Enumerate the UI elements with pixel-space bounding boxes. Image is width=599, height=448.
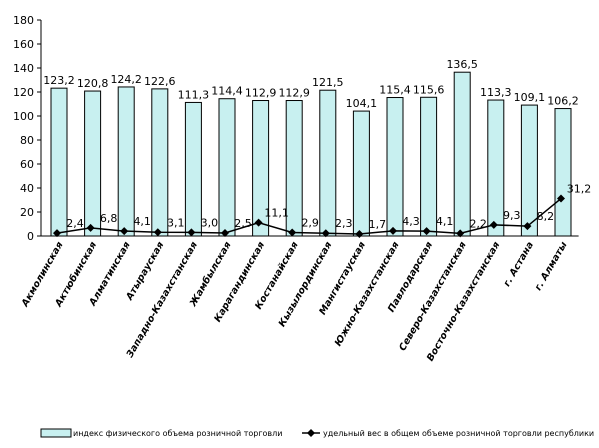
- bar-value-label: 115,4: [379, 84, 411, 97]
- bar-value-label: 123,2: [43, 74, 75, 87]
- x-category-label: Восточно-Казахстанская: [425, 240, 502, 363]
- line-marker: [321, 229, 330, 238]
- bar-value-label: 121,5: [312, 76, 344, 89]
- line-value-label: 1,7: [369, 218, 387, 231]
- line-marker: [53, 229, 61, 238]
- line-marker: [389, 226, 397, 235]
- bar-value-label: 136,5: [446, 58, 478, 71]
- bar-value-label: 120,8: [77, 77, 109, 90]
- line-marker: [187, 228, 196, 237]
- legend-line-marker: [307, 429, 315, 437]
- line-marker: [456, 229, 465, 238]
- line-data-labels: 2,4 6,8 4,1 3,1 3,0 2,5 11,1 2,9 2,3 1,7 4,3 4,1 2,2…: [66, 183, 591, 231]
- bar: [218, 98, 236, 237]
- line-value-label: 6,8: [100, 212, 118, 225]
- bar-value-label: 122,6: [144, 75, 176, 88]
- bar-value-label: 111,3: [178, 88, 210, 101]
- line-marker: [422, 227, 431, 236]
- y-tick-label: 100: [13, 110, 34, 123]
- y-tick-label: 40: [20, 182, 34, 195]
- line-marker: [288, 228, 297, 237]
- line-value-label: 8,2: [537, 210, 555, 223]
- bar: [84, 90, 102, 237]
- bar: [520, 104, 538, 237]
- bar: [319, 89, 337, 237]
- line-marker: [489, 220, 498, 229]
- legend-bar-label: индекс физического объема розничной торг…: [73, 429, 282, 438]
- bar-value-label: 104,1: [346, 97, 378, 110]
- x-category-label: г. Алматы: [533, 240, 570, 293]
- line-value-label: 4,1: [133, 215, 151, 228]
- line-series: [53, 194, 565, 238]
- bar-value-label: 115,6: [413, 83, 445, 96]
- y-tick-label: 20: [20, 206, 34, 219]
- bar: [453, 71, 471, 237]
- bar: [554, 108, 572, 237]
- x-axis: АкмолинскаяАктюбинскаяАлматинскаяАтыраус…: [19, 235, 579, 363]
- y-axis: 0 20 40 60 80 100 120 140 160 180: [13, 14, 42, 243]
- bar: [50, 87, 68, 237]
- x-category-label: г. Астана: [502, 240, 536, 289]
- bar: [386, 97, 404, 237]
- bar: [151, 88, 169, 237]
- line-marker: [120, 227, 129, 236]
- legend: индекс физического объема розничной торг…: [40, 428, 594, 438]
- bar-value-label: 112,9: [245, 87, 277, 100]
- bar: [487, 99, 505, 237]
- line-value-label: 2,3: [335, 217, 353, 230]
- y-tick-label: 0: [27, 230, 34, 243]
- line-value-label: 2,9: [301, 217, 319, 230]
- bar-value-label: 112,9: [278, 87, 310, 100]
- y-tick-label: 180: [13, 14, 34, 27]
- bar: [184, 101, 202, 237]
- y-tick-label: 120: [13, 86, 34, 99]
- share-line: [56, 197, 562, 235]
- bar-value-label: 114,4: [211, 85, 243, 98]
- bar-value-label: 106,2: [547, 95, 579, 108]
- line-marker: [153, 228, 162, 237]
- line-value-label: 2,5: [234, 217, 252, 230]
- bar: [420, 96, 438, 237]
- line-marker: [523, 222, 532, 231]
- bar: [352, 110, 370, 237]
- line-marker: [86, 223, 95, 232]
- bar-value-label: 113,3: [480, 86, 512, 99]
- line-value-label: 4,1: [436, 215, 454, 228]
- bar-value-label: 109,1: [514, 91, 546, 104]
- line-value-label: 2,4: [66, 217, 84, 230]
- line-value-label: 2,2: [469, 217, 487, 230]
- y-tick-label: 60: [20, 158, 34, 171]
- line-value-label: 3,1: [167, 216, 185, 229]
- x-category-label: Южно-Казахстанская: [333, 240, 402, 348]
- y-tick-label: 80: [20, 134, 34, 147]
- legend-bar-swatch: [40, 428, 72, 438]
- line-value-label: 31,2: [567, 183, 592, 196]
- line-value-label: 11,1: [264, 207, 289, 220]
- line-marker: [221, 229, 229, 237]
- x-category-label: Северо-Казахстанская: [397, 240, 469, 353]
- line-marker: [557, 194, 565, 203]
- bar: [117, 86, 135, 237]
- y-tick-label: 140: [13, 62, 34, 75]
- line-value-label: 9,3: [503, 209, 521, 222]
- line-marker: [254, 218, 263, 227]
- y-tick-label: 160: [13, 38, 34, 51]
- bar-value-label: 124,2: [110, 73, 142, 86]
- line-value-label: 4,3: [402, 215, 420, 228]
- legend-line-label: удельный вес в общем объеме розничной то…: [323, 429, 594, 438]
- line-value-label: 3,0: [201, 216, 219, 229]
